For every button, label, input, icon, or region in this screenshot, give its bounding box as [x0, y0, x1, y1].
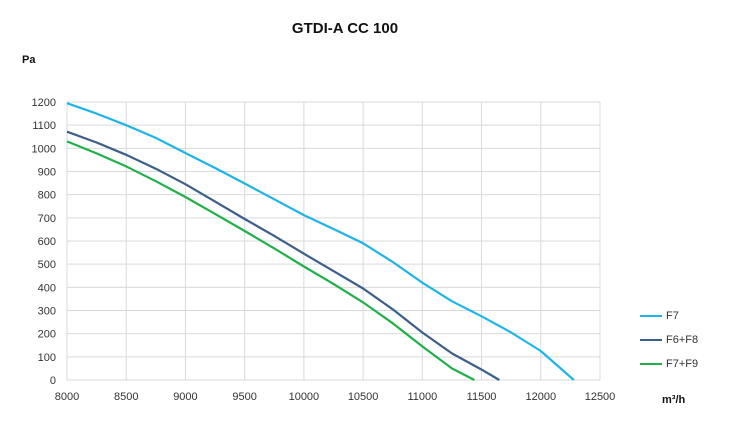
series-line-f6-f8: [66, 130, 500, 381]
y-tick-label: 1200: [32, 97, 56, 109]
legend-item-f6-f8: F6+F8: [640, 328, 698, 352]
y-tick-label: 200: [38, 329, 56, 341]
x-tick-label: 8000: [55, 391, 79, 403]
legend-label-f7: F7: [666, 310, 679, 322]
legend-swatch-f7-f9: [640, 363, 662, 365]
y-axis-label: Pa: [22, 54, 36, 66]
legend-label-f6-f8: F6+F8: [666, 334, 699, 346]
y-tick-label: 900: [38, 167, 56, 179]
x-tick-label: 10000: [289, 391, 320, 403]
y-tick-label: 400: [38, 282, 56, 294]
series-line-f7: [66, 102, 575, 381]
y-tick-label: 1000: [32, 143, 56, 155]
legend-label-f7-f9: F7+F9: [666, 358, 699, 370]
legend-swatch-f7: [640, 315, 662, 317]
series-line-f7-f9: [66, 140, 475, 381]
y-tick-label: 100: [38, 352, 56, 364]
chart-legend: F7 F6+F8 F7+F9: [640, 304, 698, 376]
y-tick-label: 700: [38, 213, 56, 225]
x-tick-label: 12000: [525, 391, 556, 403]
x-tick-label: 11500: [467, 391, 497, 403]
y-tick-label: 1100: [32, 120, 56, 132]
x-tick-label: 9000: [173, 391, 197, 403]
x-tick-label: 11000: [407, 391, 437, 403]
legend-swatch-f6-f8: [640, 339, 662, 341]
y-tick-label: 300: [38, 306, 56, 318]
x-tick-label: 12500: [585, 391, 616, 403]
x-tick-label: 8500: [114, 391, 138, 403]
y-tick-label: 0: [50, 375, 56, 387]
y-tick-label: 500: [38, 259, 56, 271]
y-tick-label: 600: [38, 236, 56, 248]
x-tick-label: 9500: [232, 391, 256, 403]
legend-item-f7: F7: [640, 304, 698, 328]
legend-item-f7-f9: F7+F9: [640, 352, 698, 376]
chart-title: GTDI-A CC 100: [291, 20, 399, 37]
y-tick-label: 800: [38, 190, 56, 202]
x-axis-label: m³/h: [662, 394, 686, 406]
x-tick-label: 10500: [348, 391, 379, 403]
